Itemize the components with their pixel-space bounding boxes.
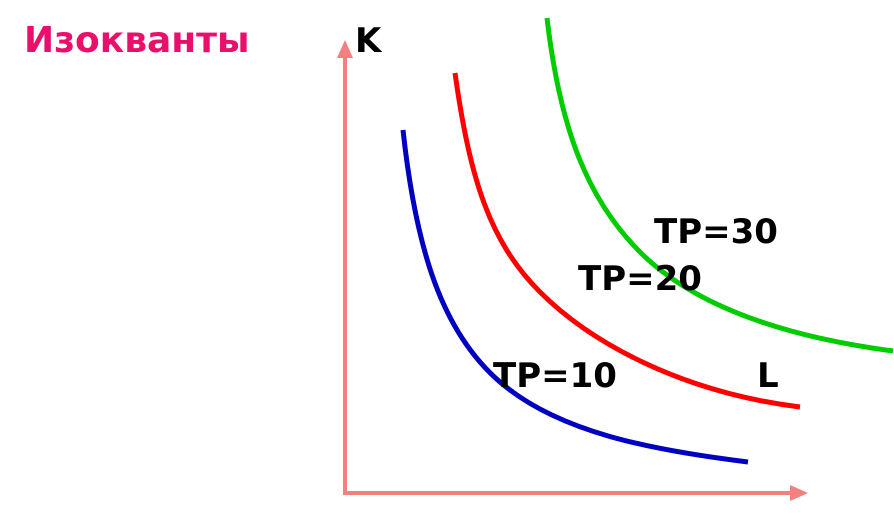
- isoquant-curve: [544, 17, 894, 354]
- y-axis-label: K: [355, 21, 383, 61]
- y-axis-arrow: [337, 40, 353, 58]
- curve-label: TP=20: [578, 259, 702, 299]
- isoquant-curve: [400, 129, 749, 465]
- title: Изокванты: [24, 20, 250, 61]
- x-axis-arrow: [790, 485, 808, 501]
- curve-label: TP=30: [654, 212, 778, 252]
- isoquant-curve: [452, 72, 801, 410]
- x-axis-label: L: [757, 356, 779, 396]
- curve-label: TP=10: [493, 356, 617, 396]
